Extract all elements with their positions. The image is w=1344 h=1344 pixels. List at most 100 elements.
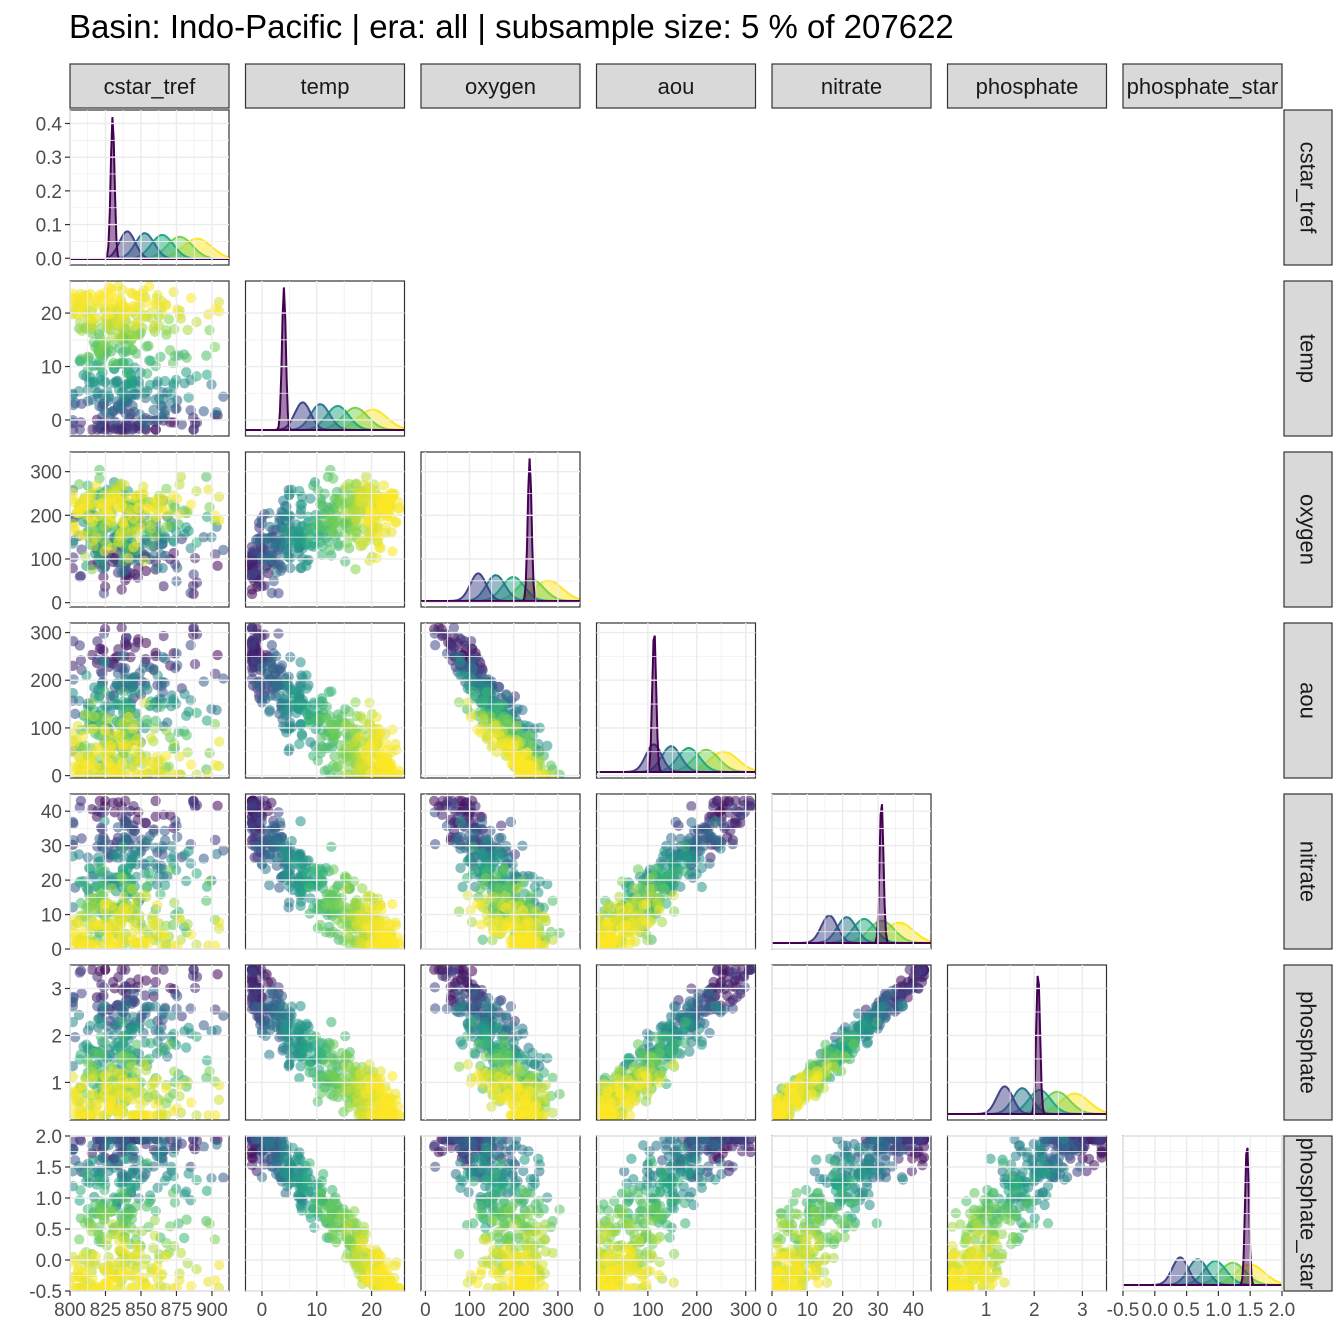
scatter-point	[183, 392, 194, 403]
scatter-point	[356, 937, 367, 949]
scatter-point	[70, 399, 79, 411]
scatter-point	[246, 798, 258, 809]
scatter-point	[169, 324, 180, 335]
scatter-point	[277, 1001, 289, 1012]
scatter-point	[554, 927, 565, 939]
scatter-point	[163, 1092, 175, 1104]
scatter-point	[126, 688, 137, 699]
scatter-point	[211, 407, 222, 418]
scatter-point	[301, 555, 313, 566]
scatter-point	[350, 564, 361, 575]
scatter-point	[500, 891, 511, 903]
scatter-point	[80, 551, 91, 562]
scatter-point	[185, 499, 197, 510]
scatter-point	[77, 530, 89, 541]
scatter-point	[598, 937, 610, 948]
scatter-point	[326, 841, 337, 853]
scatter-point	[139, 697, 150, 708]
scatter-point	[340, 883, 352, 895]
scatter-point	[453, 632, 464, 643]
scatter-point	[188, 424, 199, 435]
scatter-point	[374, 731, 385, 742]
scatter-point	[457, 881, 468, 893]
scatter-point	[212, 969, 223, 980]
scatter-point	[145, 540, 157, 552]
scatter-point	[364, 923, 376, 934]
scatter-point	[633, 925, 645, 937]
scatter-point	[109, 807, 120, 818]
scatter-point	[70, 1100, 79, 1112]
scatter-point	[116, 501, 128, 512]
scatter-point	[470, 800, 481, 812]
scatter-point	[295, 499, 306, 510]
scatter-point	[279, 706, 291, 717]
scatter-point	[70, 738, 80, 749]
scatter-point	[304, 531, 315, 542]
panel-oxygen-vs-cstar_tref	[69, 451, 230, 608]
scatter-point	[507, 744, 519, 755]
scatter-point	[275, 666, 287, 677]
scatter-point	[686, 817, 697, 828]
grid-lines	[245, 623, 405, 778]
scatter-point	[185, 858, 196, 869]
scatter-point	[213, 491, 225, 502]
scatter-point	[101, 309, 113, 320]
scatter-point	[301, 855, 313, 867]
scatter-point	[150, 424, 161, 435]
scatter-point	[204, 325, 215, 336]
scatter-point	[315, 874, 326, 885]
scatter-point	[294, 738, 305, 750]
scatter-point	[274, 882, 285, 893]
scatter-point	[360, 471, 372, 482]
scatter-point	[214, 736, 225, 747]
scatter-point	[75, 940, 86, 949]
scatter-point	[393, 937, 405, 948]
panel-border	[244, 622, 406, 779]
scatter-point	[448, 798, 460, 809]
scatter-point	[127, 1061, 138, 1073]
scatter-point	[188, 965, 199, 975]
scatter-point	[719, 820, 730, 832]
scatter-point	[87, 1088, 98, 1099]
scatter-point	[316, 549, 327, 561]
scatter-point	[201, 895, 212, 907]
scatter-point	[114, 318, 125, 330]
scatter-point	[151, 751, 163, 762]
scatter-point	[70, 687, 79, 699]
scatter-point	[88, 1047, 100, 1059]
scatter-point	[286, 1001, 297, 1012]
scatter-point	[113, 971, 124, 983]
scatter-point	[70, 390, 79, 401]
scatter-point	[141, 881, 152, 892]
scatter-point	[152, 562, 163, 574]
scatter-point	[116, 567, 127, 578]
scatter-point	[517, 905, 529, 916]
scatter-point	[429, 807, 441, 818]
scatter-point	[525, 729, 536, 741]
scatter-point	[614, 891, 625, 903]
scatter-point	[483, 835, 494, 847]
scatter-point	[76, 325, 88, 337]
scatter-point	[116, 1005, 127, 1016]
scatter-point	[169, 738, 180, 749]
scatter-point	[155, 889, 166, 900]
scatter-point	[354, 730, 366, 742]
scatter-point	[179, 378, 190, 389]
scatter-point	[315, 743, 326, 754]
scatter-point	[731, 818, 743, 829]
scatter-point	[185, 1003, 196, 1014]
scatter-point	[108, 357, 119, 369]
scatter-point	[333, 538, 344, 550]
scatter-point	[212, 800, 223, 811]
scatter-point	[501, 690, 512, 701]
scatter-point	[82, 294, 93, 306]
scatter-point	[88, 711, 100, 722]
scatter-point	[264, 706, 275, 718]
scatter-point	[122, 998, 133, 1009]
scatter-point	[94, 401, 105, 412]
scatter-point	[542, 878, 553, 890]
scatter-point	[159, 825, 170, 837]
scatter-point	[113, 385, 125, 396]
scatter-point	[342, 927, 353, 938]
panel-nitrate-vs-aou	[595, 793, 757, 950]
